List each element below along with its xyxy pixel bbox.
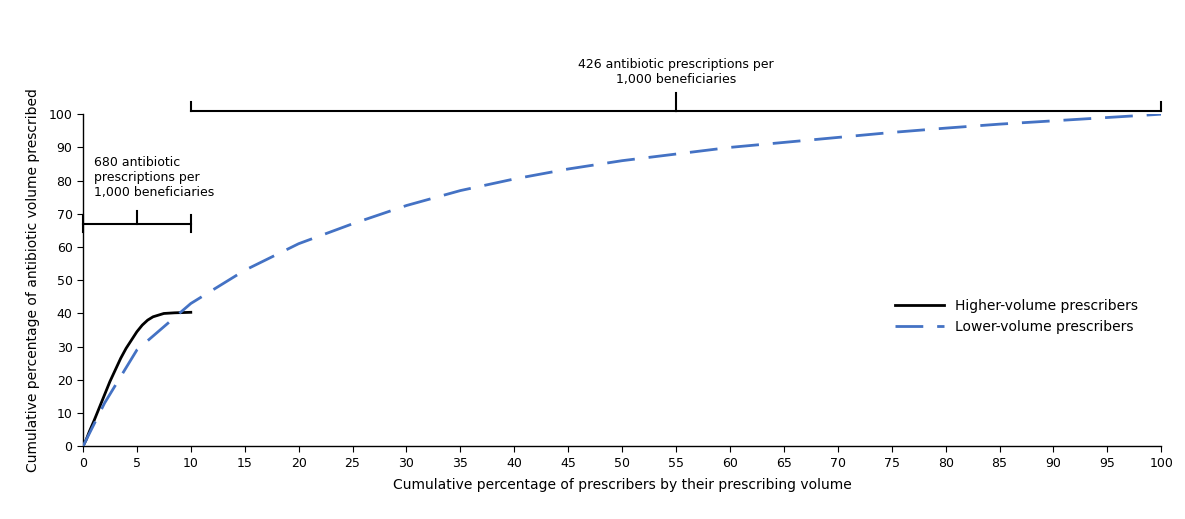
Y-axis label: Cumulative percentage of antibiotic volume prescribed: Cumulative percentage of antibiotic volu… [26,88,40,472]
Text: 426 antibiotic prescriptions per
1,000 beneficiaries: 426 antibiotic prescriptions per 1,000 b… [578,58,774,86]
Legend: Higher-volume prescribers, Lower-volume prescribers: Higher-volume prescribers, Lower-volume … [890,294,1144,340]
X-axis label: Cumulative percentage of prescribers by their prescribing volume: Cumulative percentage of prescribers by … [392,478,852,492]
Text: 680 antibiotic
prescriptions per
1,000 beneficiaries: 680 antibiotic prescriptions per 1,000 b… [94,156,214,199]
